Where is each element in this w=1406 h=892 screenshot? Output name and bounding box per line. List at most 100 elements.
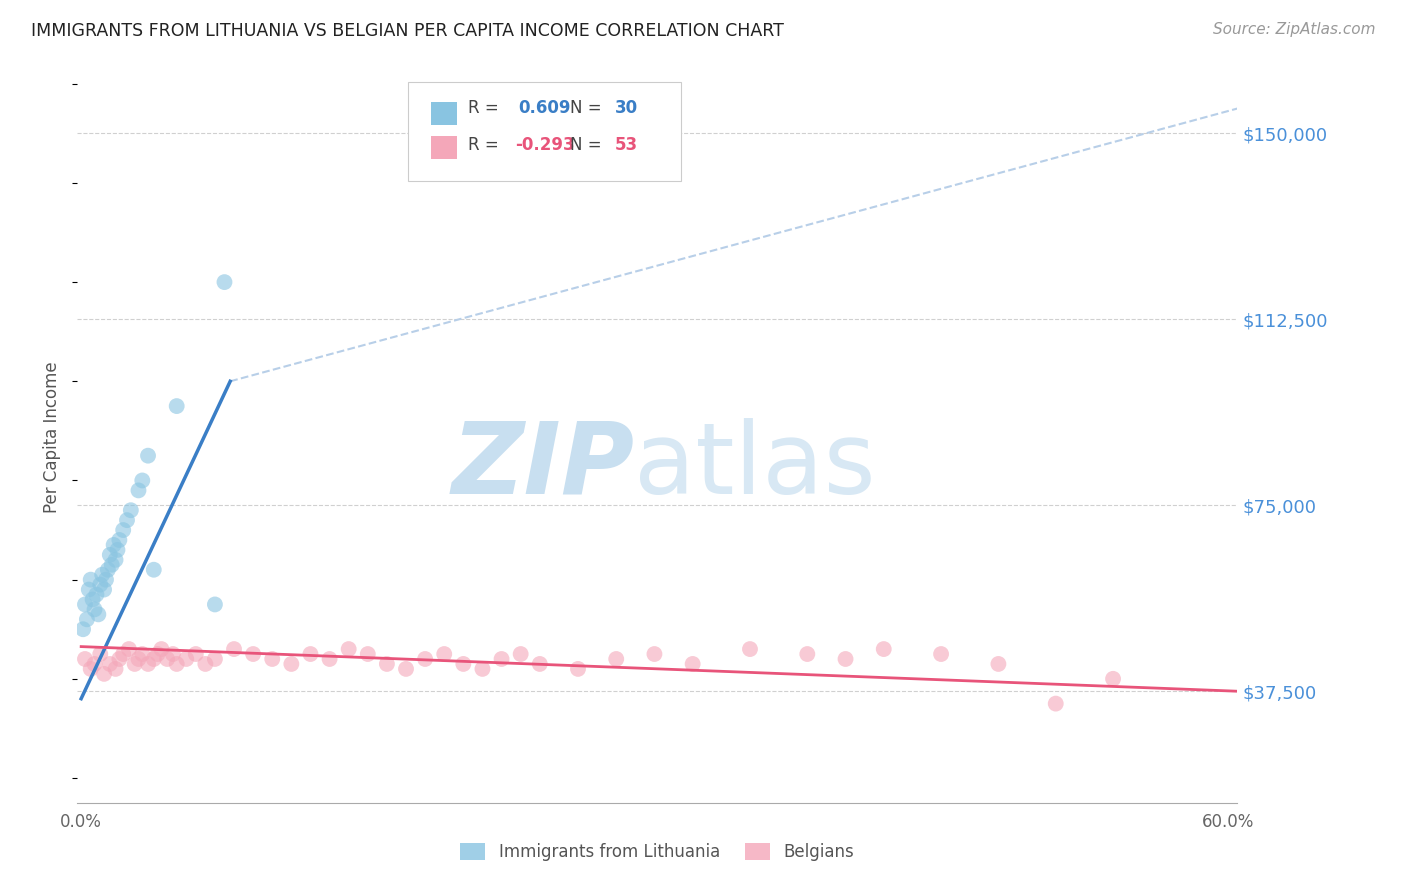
Point [94, 573, 117, 587]
Point [86, 588, 108, 602]
Point [97, 563, 120, 577]
Point [104, 662, 127, 676]
Point [80, 573, 103, 587]
Point [93, 582, 115, 597]
Point [150, 642, 173, 657]
Point [142, 652, 165, 666]
Point [299, 647, 322, 661]
Point [89, 647, 111, 661]
Point [156, 652, 179, 666]
Point [142, 563, 165, 577]
Point [204, 598, 226, 612]
Point [73, 598, 96, 612]
Point [80, 662, 103, 676]
Point [222, 642, 245, 657]
Point [605, 652, 627, 666]
Point [242, 647, 264, 661]
Point [471, 662, 494, 676]
Point [127, 483, 149, 498]
Legend: Immigrants from Lithuania, Belgians: Immigrants from Lithuania, Belgians [454, 836, 860, 868]
Point [567, 662, 589, 676]
Point [395, 662, 418, 676]
Text: atlas: atlas [634, 417, 876, 515]
Point [174, 652, 197, 666]
Text: -0.293: -0.293 [515, 136, 574, 153]
Point [108, 652, 131, 666]
Point [118, 642, 141, 657]
Point [91, 567, 114, 582]
Point [98, 657, 121, 671]
Text: IMMIGRANTS FROM LITHUANIA VS BELGIAN PER CAPITA INCOME CORRELATION CHART: IMMIGRANTS FROM LITHUANIA VS BELGIAN PER… [31, 22, 783, 40]
Text: R =: R = [468, 136, 505, 153]
Text: 0.609: 0.609 [517, 99, 571, 117]
Point [103, 538, 125, 552]
Point [375, 657, 398, 671]
Point [98, 548, 121, 562]
FancyBboxPatch shape [432, 102, 457, 125]
Point [433, 647, 456, 661]
Text: R =: R = [468, 99, 505, 117]
Point [87, 607, 110, 622]
Text: 30: 30 [614, 99, 637, 117]
Point [214, 275, 236, 289]
Text: 53: 53 [614, 136, 637, 153]
Point [73, 652, 96, 666]
Point [682, 657, 704, 671]
Point [115, 513, 138, 527]
Point [93, 666, 115, 681]
Point [100, 558, 122, 572]
Point [76, 612, 98, 626]
Point [318, 652, 340, 666]
Point [337, 642, 360, 657]
Point [929, 647, 952, 661]
Point [104, 553, 127, 567]
Point [280, 657, 302, 671]
Point [120, 503, 142, 517]
Point [112, 523, 135, 537]
Point [987, 657, 1010, 671]
FancyBboxPatch shape [408, 82, 681, 181]
FancyBboxPatch shape [432, 136, 457, 159]
Point [262, 652, 284, 666]
Point [112, 647, 135, 661]
Point [643, 647, 665, 661]
Point [738, 642, 761, 657]
Point [166, 657, 188, 671]
Point [124, 657, 146, 671]
Point [107, 542, 129, 557]
Point [204, 652, 226, 666]
Point [184, 647, 207, 661]
Point [136, 449, 159, 463]
Point [131, 647, 153, 661]
Point [529, 657, 551, 671]
Point [453, 657, 475, 671]
Point [1045, 697, 1067, 711]
Point [83, 602, 105, 616]
Point [1102, 672, 1125, 686]
Point [77, 582, 100, 597]
Point [834, 652, 856, 666]
Point [131, 474, 153, 488]
Text: N =: N = [571, 136, 607, 153]
Point [89, 577, 111, 591]
Point [146, 647, 169, 661]
Text: ZIP: ZIP [451, 417, 634, 515]
Point [357, 647, 380, 661]
Point [82, 592, 104, 607]
Point [873, 642, 896, 657]
Point [491, 652, 513, 666]
Point [413, 652, 436, 666]
Y-axis label: Per Capita Income: Per Capita Income [44, 361, 62, 513]
Point [796, 647, 818, 661]
Text: N =: N = [571, 99, 607, 117]
Point [136, 657, 159, 671]
Point [83, 657, 105, 671]
Point [162, 647, 184, 661]
Point [72, 622, 94, 636]
Point [194, 657, 217, 671]
Point [509, 647, 531, 661]
Point [166, 399, 188, 413]
Point [127, 652, 149, 666]
Point [108, 533, 131, 547]
Text: Source: ZipAtlas.com: Source: ZipAtlas.com [1212, 22, 1375, 37]
